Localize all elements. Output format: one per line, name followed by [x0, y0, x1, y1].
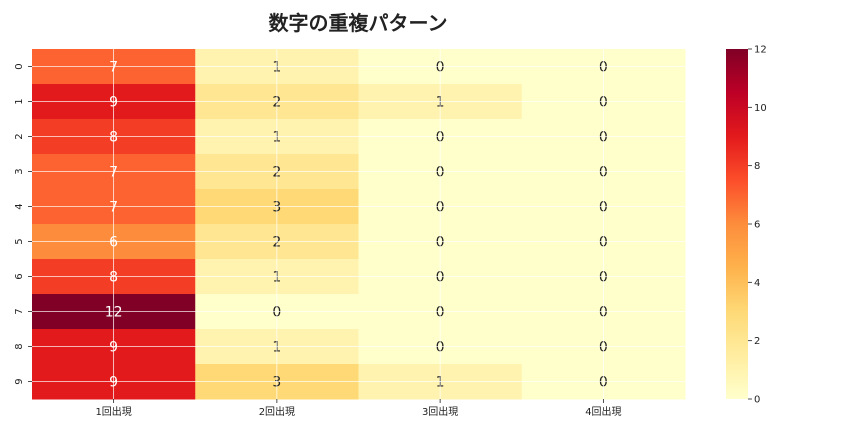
colorbar-tick-label: 2 — [754, 336, 760, 347]
chart-title: 数字の重複パターン — [269, 11, 448, 35]
y-tick-label: 0 — [14, 63, 25, 69]
colorbar-ticks: 0 2 4 6 8 10 12 — [748, 45, 767, 406]
y-tick-label: 1 — [14, 98, 25, 104]
colorbar-tick-label: 0 — [754, 395, 760, 406]
y-tick-label: 5 — [14, 238, 25, 244]
y-tick-label: 9 — [14, 378, 25, 384]
x-tick-label: 4回出現 — [585, 405, 621, 418]
colorbar-tick-label: 12 — [754, 45, 767, 56]
x-axis-ticks: 1回出現 2回出現 3回出現 4回出現 — [95, 399, 622, 418]
y-axis-ticks: 0 1 2 3 4 5 6 7 8 9 — [14, 63, 32, 385]
colorbar-tick-label: 8 — [754, 161, 760, 172]
y-tick-label: 4 — [14, 203, 25, 209]
colorbar-tick-label: 10 — [754, 103, 767, 114]
colorbar-tick-label: 6 — [754, 220, 760, 231]
colorbar-tick-label: 4 — [754, 278, 760, 289]
colorbar — [726, 49, 748, 399]
x-tick-label: 1回出現 — [95, 405, 131, 418]
grid-lines — [32, 49, 685, 399]
x-tick-label: 3回出現 — [422, 405, 458, 418]
y-tick-label: 6 — [14, 273, 25, 279]
x-tick-label: 2回出現 — [259, 405, 295, 418]
y-tick-label: 3 — [14, 168, 25, 174]
y-tick-label: 2 — [14, 133, 25, 139]
y-tick-label: 7 — [14, 308, 25, 314]
y-tick-label: 8 — [14, 343, 25, 349]
